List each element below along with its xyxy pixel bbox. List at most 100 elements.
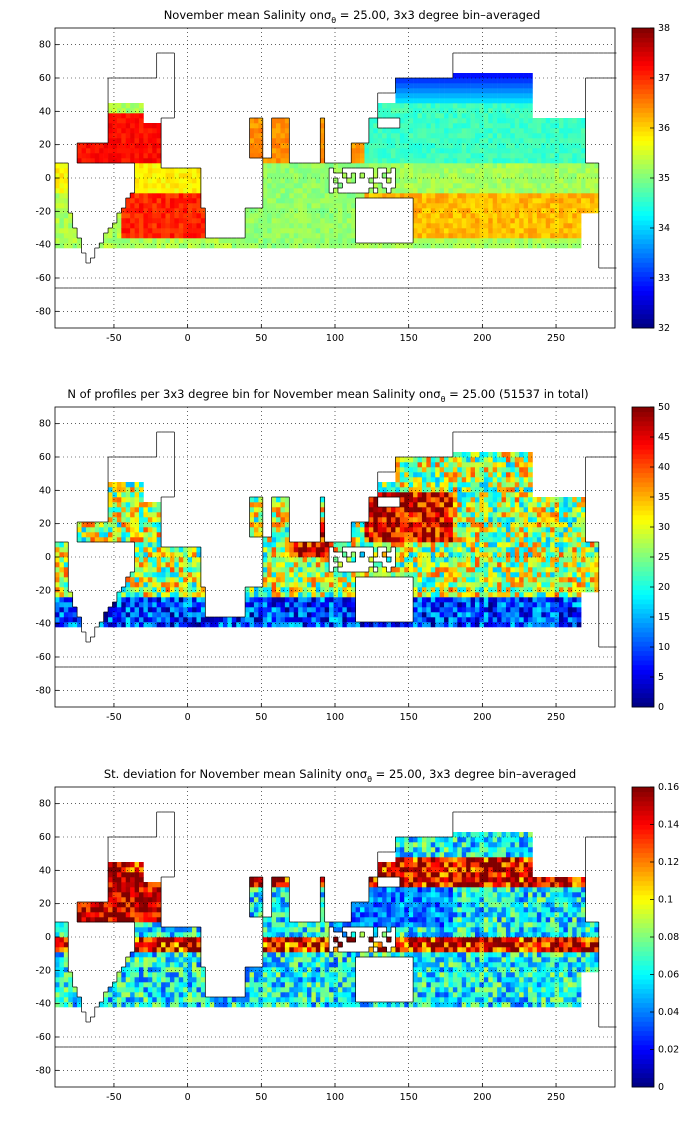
heatmap-cell [183, 173, 188, 178]
heatmap-cell [418, 617, 423, 622]
heatmap-cell [506, 143, 511, 148]
heatmap-cell [484, 193, 489, 198]
heatmap-cell [466, 108, 471, 113]
heatmap-cell [130, 492, 135, 497]
heatmap-cell [466, 123, 471, 128]
heatmap-cell [391, 532, 396, 537]
heatmap-cell [457, 617, 462, 622]
heatmap-cell [126, 587, 131, 592]
heatmap-cell [347, 617, 352, 622]
heatmap-cell [462, 133, 467, 138]
heatmap-cell [453, 507, 458, 512]
heatmap-cell [453, 512, 458, 517]
heatmap-cell [448, 532, 453, 537]
heatmap-cell [479, 133, 484, 138]
heatmap-cell [568, 193, 573, 198]
heatmap-cell [475, 203, 480, 208]
heatmap-cell [479, 98, 484, 103]
heatmap-cell [572, 243, 577, 248]
heatmap-cell [559, 158, 564, 163]
heatmap-cell [488, 143, 493, 148]
heatmap-cell [219, 622, 224, 627]
heatmap-cell [563, 218, 568, 223]
heatmap-cell [64, 238, 69, 243]
heatmap-cell [559, 128, 564, 133]
heatmap-cell [471, 78, 476, 83]
heatmap-cell [73, 612, 78, 617]
heatmap-cell [453, 228, 458, 233]
heatmap-cell [572, 168, 577, 173]
heatmap-cell [161, 582, 166, 587]
heatmap-cell [426, 243, 431, 248]
heatmap-cell [166, 592, 171, 597]
heatmap-cell [515, 203, 520, 208]
heatmap-cell [73, 238, 78, 243]
heatmap-cell [303, 228, 308, 233]
heatmap-cell [161, 547, 166, 552]
heatmap-cell [506, 168, 511, 173]
heatmap-cell [440, 198, 445, 203]
heatmap-cell [431, 507, 436, 512]
heatmap-cell [320, 123, 325, 128]
heatmap-cell [166, 223, 171, 228]
x-tick-label: 250 [547, 333, 565, 344]
heatmap-cell [351, 612, 356, 617]
heatmap-cell [550, 118, 555, 123]
heatmap-cell [294, 592, 299, 597]
heatmap-cell [267, 228, 272, 233]
heatmap-cell [285, 497, 290, 502]
heatmap-cell [170, 183, 175, 188]
heatmap-cell [139, 138, 144, 143]
heatmap-cell [400, 502, 405, 507]
heatmap-cell [338, 238, 343, 243]
heatmap-cell [462, 567, 467, 572]
heatmap-cell [117, 233, 122, 238]
heatmap-cell [448, 557, 453, 562]
heatmap-cell [148, 168, 153, 173]
heatmap-cell [431, 138, 436, 143]
heatmap-cell [471, 233, 476, 238]
heatmap-cell [431, 148, 436, 153]
heatmap-cell [245, 213, 250, 218]
heatmap-cell [409, 557, 414, 562]
heatmap-cell [453, 487, 458, 492]
heatmap-cell [126, 233, 131, 238]
heatmap-cell [418, 482, 423, 487]
heatmap-cell [338, 223, 343, 228]
heatmap-cell [135, 128, 140, 133]
heatmap-cell [555, 218, 560, 223]
heatmap-cell [334, 168, 339, 173]
heatmap-cell [289, 542, 294, 547]
heatmap-cell [431, 457, 436, 462]
heatmap-cell [466, 532, 471, 537]
heatmap-cell [497, 83, 502, 88]
heatmap-cell [395, 103, 400, 108]
heatmap-cell [431, 223, 436, 228]
heatmap-cell [338, 622, 343, 627]
heatmap-cell [59, 188, 64, 193]
heatmap-cell [559, 168, 564, 173]
heatmap-cell [559, 228, 564, 233]
heatmap-cell [250, 502, 255, 507]
heatmap-cell [502, 138, 507, 143]
heatmap-cell [488, 88, 493, 93]
heatmap-cell [267, 562, 272, 567]
heatmap-cell [466, 607, 471, 612]
heatmap-cell [395, 507, 400, 512]
heatmap-cell [471, 118, 476, 123]
heatmap-cell [311, 228, 316, 233]
heatmap-cell [276, 507, 281, 512]
heatmap-cell [130, 198, 135, 203]
heatmap-cell [448, 492, 453, 497]
heatmap-cell [431, 577, 436, 582]
heatmap-cell [510, 218, 515, 223]
heatmap-cell [161, 178, 166, 183]
heatmap-cell [356, 622, 361, 627]
heatmap-cell [422, 597, 427, 602]
heatmap-cell [347, 243, 352, 248]
heatmap-cell [130, 532, 135, 537]
heatmap-cell [453, 587, 458, 592]
heatmap-cell [515, 218, 520, 223]
colorbar-swatch [632, 248, 654, 253]
heatmap-cell [342, 622, 347, 627]
